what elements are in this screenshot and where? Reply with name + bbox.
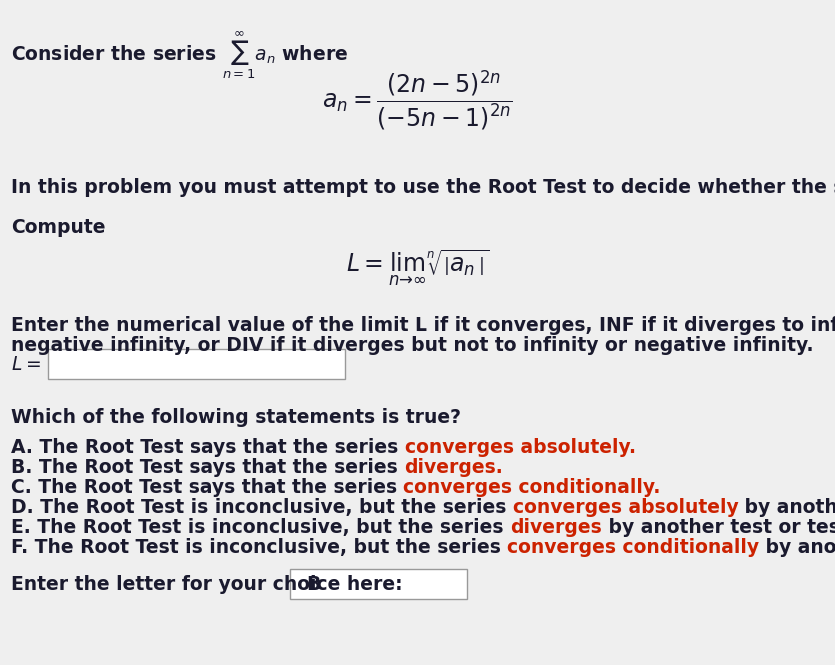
Text: by another test or tests.: by another test or tests. xyxy=(738,498,835,517)
Text: A. The Root Test says that the series: A. The Root Test says that the series xyxy=(11,438,405,457)
Text: D. The Root Test is inconclusive, but the series: D. The Root Test is inconclusive, but th… xyxy=(11,498,513,517)
Text: Consider the series $\sum_{n=1}^{\infty} a_n$ where: Consider the series $\sum_{n=1}^{\infty}… xyxy=(11,28,348,81)
Text: converges absolutely: converges absolutely xyxy=(513,498,738,517)
Text: Enter the numerical value of the limit L if it converges, INF if it diverges to : Enter the numerical value of the limit L… xyxy=(11,316,835,335)
Text: converges conditionally: converges conditionally xyxy=(507,538,759,557)
Text: negative infinity, or DIV if it diverges but not to infinity or negative infinit: negative infinity, or DIV if it diverges… xyxy=(11,336,813,355)
Text: $L = \lim_{n \to \infty} \sqrt[n]{\left|a_n\right|}$: $L = \lim_{n \to \infty} \sqrt[n]{\left|… xyxy=(346,248,489,288)
Text: Enter the letter for your choice here:: Enter the letter for your choice here: xyxy=(11,575,402,594)
Text: diverges: diverges xyxy=(510,518,601,537)
Text: Compute: Compute xyxy=(11,218,105,237)
Text: by another test or tests.: by another test or tests. xyxy=(601,518,835,537)
Text: Which of the following statements is true?: Which of the following statements is tru… xyxy=(11,408,461,427)
Text: C. The Root Test says that the series: C. The Root Test says that the series xyxy=(11,478,403,497)
Text: converges conditionally.: converges conditionally. xyxy=(403,478,660,497)
Text: B. The Root Test says that the series: B. The Root Test says that the series xyxy=(11,458,404,477)
FancyBboxPatch shape xyxy=(48,349,345,379)
Text: E. The Root Test is inconclusive, but the series: E. The Root Test is inconclusive, but th… xyxy=(11,518,510,537)
Text: by another test or tests.: by another test or tests. xyxy=(759,538,835,557)
Text: In this problem you must attempt to use the Root Test to decide whether the seri: In this problem you must attempt to use … xyxy=(11,178,835,197)
Text: diverges.: diverges. xyxy=(404,458,503,477)
FancyBboxPatch shape xyxy=(290,569,467,599)
Text: F. The Root Test is inconclusive, but the series: F. The Root Test is inconclusive, but th… xyxy=(11,538,507,557)
Text: $L =$: $L =$ xyxy=(11,355,41,374)
Text: $a_n = \dfrac{(2n-5)^{2n}}{(-5n-1)^{2n}}$: $a_n = \dfrac{(2n-5)^{2n}}{(-5n-1)^{2n}}… xyxy=(322,68,513,132)
Text: converges absolutely.: converges absolutely. xyxy=(405,438,635,457)
Text: B: B xyxy=(306,575,321,594)
